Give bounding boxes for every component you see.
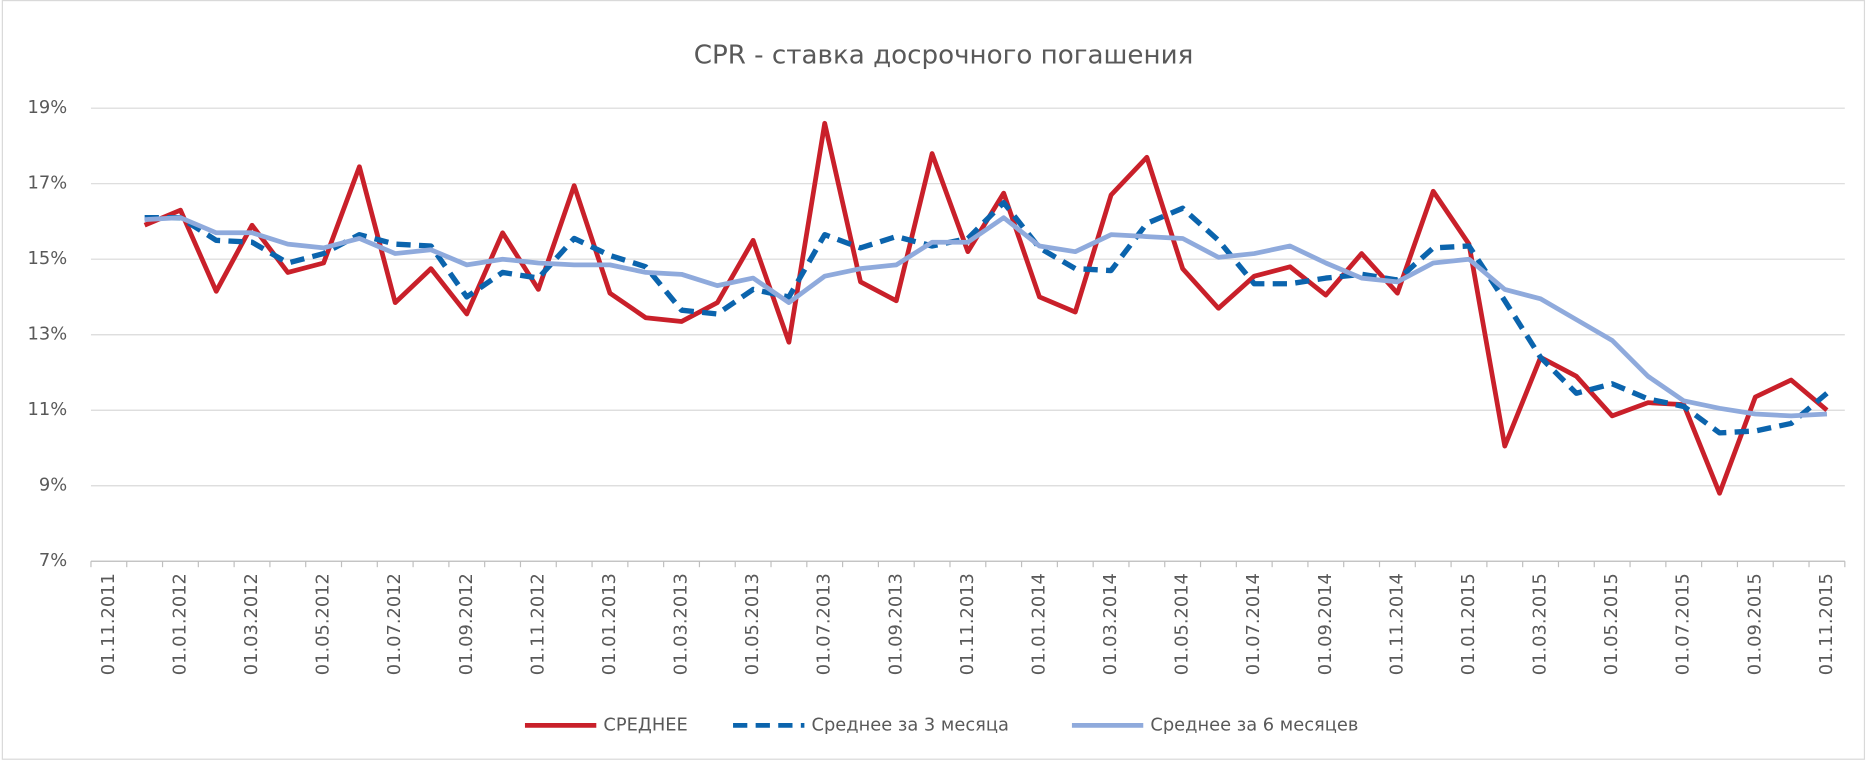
x-tick-label: 01.01.2014 (1028, 573, 1049, 675)
x-tick-label: 01.07.2014 (1243, 573, 1264, 675)
series-line (144, 199, 1829, 436)
x-tick-label: 01.05.2015 (1601, 573, 1622, 675)
x-tick-label: 01.07.2012 (384, 573, 405, 675)
x-tick-label: 01.03.2012 (241, 573, 262, 675)
x-tick-label: 01.07.2013 (814, 573, 835, 675)
legend: СРЕДНЕЕ Среднее за 3 месяца Среднее за 6 м… (524, 714, 1358, 735)
y-tick-label: 9% (39, 475, 67, 496)
x-tick-label: 01.03.2014 (1100, 573, 1121, 675)
y-tick-label: 13% (28, 324, 68, 345)
x-tick-label: 01.09.2015 (1744, 573, 1765, 675)
x-tick-label: 01.05.2014 (1172, 573, 1193, 675)
x-tick-label: 01.09.2014 (1315, 573, 1336, 675)
x-tick-label: 01.05.2012 (313, 573, 334, 675)
y-tick-label: 19% (28, 97, 68, 118)
x-tick-label: 01.11.2011 (98, 573, 119, 675)
chart-title: CPR - ставка досрочного погашения (694, 40, 1194, 70)
y-tick-label: 7% (39, 550, 67, 571)
x-tick-label: 01.11.2012 (527, 573, 548, 675)
x-tick-label: 01.03.2015 (1530, 573, 1551, 675)
x-tick-label: 01.11.2013 (957, 573, 978, 675)
x-tick-label: 01.01.2015 (1458, 573, 1479, 675)
legend-label: Среднее за 3 месяца (812, 714, 1009, 735)
x-tick-label: 01.01.2012 (169, 573, 190, 675)
legend-label: СРЕДНЕЕ (603, 714, 687, 735)
x-tick-label: 01.03.2013 (671, 573, 692, 675)
x-tick-label: 01.11.2014 (1386, 573, 1407, 675)
x-tick-label: 01.01.2013 (599, 573, 620, 675)
x-tick-label: 01.07.2015 (1673, 573, 1694, 675)
x-tick-label: 01.09.2012 (456, 573, 477, 675)
x-tick-label: 01.09.2013 (885, 573, 906, 675)
y-tick-label: 17% (28, 173, 68, 194)
series-line (144, 215, 1828, 419)
x-tick-label: 01.05.2013 (742, 573, 763, 675)
y-tick-label: 11% (28, 399, 68, 420)
x-tick-label: 01.11.2015 (1816, 573, 1837, 675)
y-tick-label: 15% (28, 248, 68, 269)
legend-label: Среднее за 6 месяцев (1150, 714, 1358, 735)
